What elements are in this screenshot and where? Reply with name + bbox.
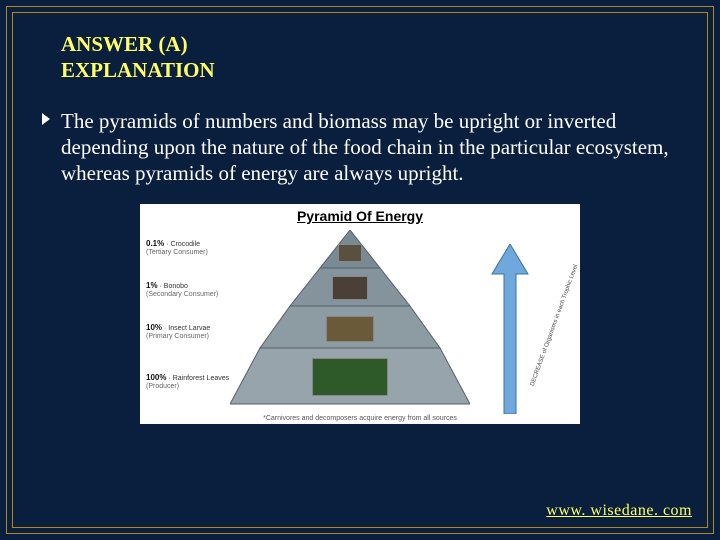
footer-link[interactable]: www. wisedane. com [546,502,692,520]
bullet-text: The pyramids of numbers and biomass may … [59,108,679,187]
bullet-item: The pyramids of numbers and biomass may … [41,108,679,187]
level-label-0: 0.1% · Crocodile (Tertiary Consumer) [146,240,208,256]
tier-thumb-2 [326,316,374,342]
tier-thumb-0 [338,244,362,262]
heading-line2: EXPLANATION [61,58,215,82]
heading-line1: ANSWER (A) [61,32,188,56]
chevron-bullet-icon [41,112,59,134]
level-label-1: 1% · Bonobo (Secondary Consumer) [146,282,218,298]
slide-content: ANSWER (A) EXPLANATION The pyramids of n… [12,12,708,528]
tier-thumb-1 [332,276,368,300]
slide-heading: ANSWER (A) EXPLANATION [61,31,679,84]
figure-title: Pyramid Of Energy [140,204,580,224]
pyramid-graphic [230,230,470,420]
arrow-label: DECREASE of Organisms in each Trophic Le… [530,264,580,387]
decrease-arrow [490,244,530,414]
level-label-3: 100% · Rainforest Leaves (Producer) [146,374,229,390]
level-label-2: 10% · Insect Larvae (Primary Consumer) [146,324,210,340]
tier-thumb-3 [312,358,388,396]
energy-pyramid-figure: Pyramid Of Energy 0.1% · Crocodile (Tert… [140,204,580,424]
figure-caption: *Carnivores and decomposers acquire ener… [140,415,580,422]
